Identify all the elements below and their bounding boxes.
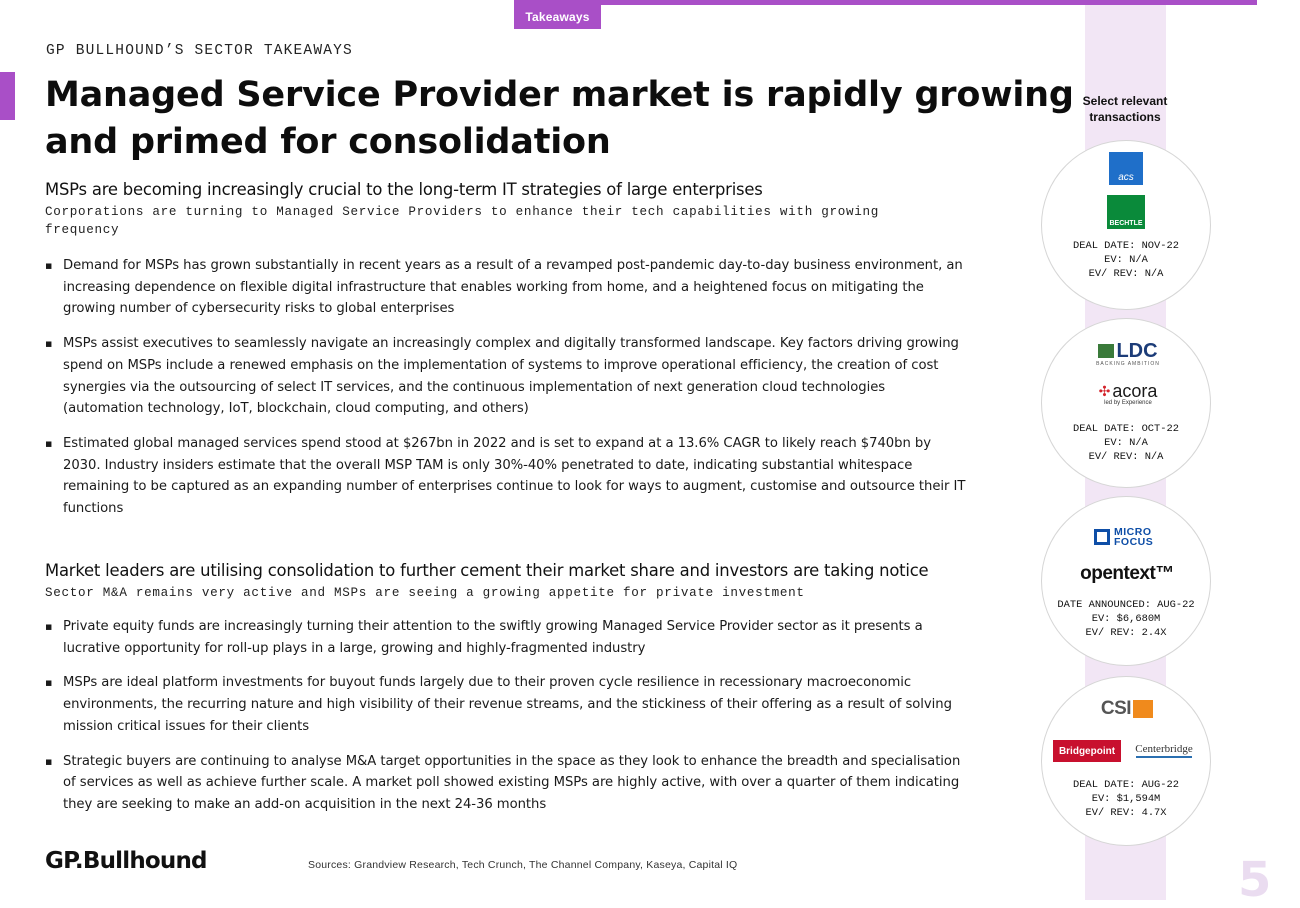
deal-ev: EV: $1,594M <box>1091 793 1161 805</box>
top-accent-rule <box>514 0 1257 5</box>
list-item: ▪ Demand for MSPs has grown substantially… <box>45 258 963 317</box>
section-heading: MSPs are becoming increasingly crucial t… <box>45 180 763 199</box>
deal-info: DEAL DATE: OCT-22 EV: N/A EV/ REV: N/A <box>1042 422 1210 464</box>
list-item: ▪ MSPs assist executives to seamlessly na… <box>45 336 959 417</box>
bullet-list: ▪ Private equity funds are increasingly t… <box>45 616 1035 816</box>
csi-logo: CSI <box>1092 695 1162 723</box>
bridgepoint-logo: Bridgepoint <box>1053 740 1121 762</box>
section-consolidation: Market leaders are utilising consolidati… <box>45 560 1035 816</box>
kicker-text: GP BULLHOUND’S SECTOR TAKEAWAYS <box>46 43 353 59</box>
opentext-logo: opentext™ <box>1080 563 1174 584</box>
deal-ev-rev: EV/ REV: N/A <box>1088 451 1164 463</box>
deal-card-ldc-acora: LDC BACKING AMBITION ✣ acora led by Expe… <box>1041 318 1211 488</box>
deal-info: DATE ANNOUNCED: AUG-22 EV: $6,680M EV/ R… <box>1042 598 1210 640</box>
deal-ev: EV: N/A <box>1104 254 1148 266</box>
microfocus-logo: MICRO FOCUS <box>1082 525 1172 549</box>
section-heading: Market leaders are utilising consolidati… <box>45 561 929 580</box>
deal-ev-rev: EV/ REV: 2.4X <box>1085 627 1167 639</box>
panel-label: Select relevant transactions <box>1082 94 1168 124</box>
csi-mark-icon <box>1133 700 1154 718</box>
deal-ev: EV: N/A <box>1104 437 1148 449</box>
bechtle-logo: BECHTLE <box>1107 195 1145 229</box>
deal-date: DEAL DATE: OCT-22 <box>1072 423 1179 435</box>
deal-card-acs-bechtle: acs BECHTLE DEAL DATE: NOV-22 EV: N/A EV… <box>1041 140 1211 310</box>
ldc-logo: LDC BACKING AMBITION <box>1096 340 1160 367</box>
deal-date: DEAL DATE: NOV-22 <box>1072 240 1179 252</box>
deal-ev-rev: EV/ REV: 4.7X <box>1085 807 1167 819</box>
section-subheading: Sector M&A remains very active and MSPs … <box>45 586 805 600</box>
ldc-mark-icon <box>1098 344 1115 358</box>
section-subheading: Corporations are turning to Managed Serv… <box>45 205 880 237</box>
page-title: Managed Service Provider market is rapid… <box>45 75 1074 162</box>
list-item: ▪ Estimated global managed services spend… <box>45 435 966 517</box>
deal-ev-rev: EV/ REV: N/A <box>1088 268 1164 280</box>
gp-bullhound-logo: GP.Bullhound <box>45 848 208 874</box>
deal-info: DEAL DATE: AUG-22 EV: $1,594M EV/ REV: 4… <box>1042 778 1210 820</box>
list-item: ▪ Private equity funds are increasingly t… <box>45 619 923 656</box>
acs-logo: acs <box>1109 152 1143 185</box>
deal-info: DEAL DATE: NOV-22 EV: N/A EV/ REV: N/A <box>1042 239 1210 281</box>
deal-date: DATE ANNOUNCED: AUG-22 <box>1057 599 1195 611</box>
section-msp-importance: MSPs are becoming increasingly crucial t… <box>45 179 1035 520</box>
page-number: 5 <box>1238 852 1272 908</box>
section-tag: Takeaways <box>514 5 601 29</box>
title-accent-bar <box>0 72 15 120</box>
deal-date: DEAL DATE: AUG-22 <box>1072 779 1179 791</box>
acora-mark-icon: ✣ <box>1098 382 1111 399</box>
list-item: ▪ Strategic buyers are continuing to anal… <box>45 753 961 812</box>
acora-logo: ✣ acora led by Experience <box>1098 381 1158 406</box>
deal-ev: EV: $6,680M <box>1091 613 1161 625</box>
bullet-list: ▪ Demand for MSPs has grown substantially… <box>45 255 1035 520</box>
microfocus-mark-icon <box>1094 529 1110 545</box>
centerbridge-underline <box>1136 755 1192 758</box>
centerbridge-logo: Centerbridge <box>1128 737 1200 763</box>
deal-card-csi-bridgepoint-centerbridge: CSI Bridgepoint Centerbridge DEAL DATE: … <box>1041 676 1211 846</box>
sources-note: Sources: Grandview Research, Tech Crunch… <box>308 859 738 871</box>
list-item: ▪ MSPs are ideal platform investments for… <box>45 675 952 734</box>
deal-card-microfocus-opentext: MICRO FOCUS opentext™ DATE ANNOUNCED: AU… <box>1041 496 1211 666</box>
